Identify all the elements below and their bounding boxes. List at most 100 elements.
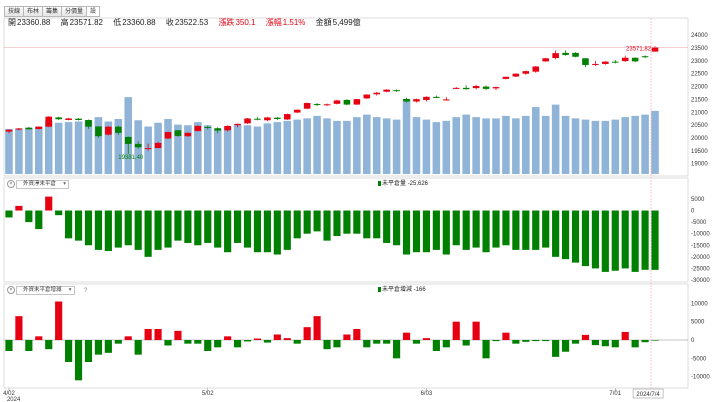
candle-body	[343, 99, 351, 105]
oi-change-bar	[283, 338, 291, 340]
panel3-indicator-select[interactable]: 外資未平倉增減	[16, 286, 75, 295]
volume-bar	[402, 99, 411, 174]
oi-bar	[621, 210, 629, 269]
panel2-indicator-select[interactable]: 外資淨未平倉	[16, 180, 70, 189]
oi-change-bar	[224, 336, 232, 340]
oi-bar	[432, 210, 440, 250]
low-value: 23360.88	[122, 18, 156, 27]
open-label: 開	[8, 18, 16, 27]
candle-body	[105, 126, 112, 135]
candle-body	[413, 99, 420, 102]
panel1-ytick-label: 22000	[691, 85, 708, 91]
panel1-ytick-label: 21000	[691, 110, 708, 116]
volume-bar	[313, 115, 321, 174]
panel3-legend-swatch	[378, 287, 381, 292]
oi-bar	[492, 210, 500, 248]
tab-tech[interactable]: 技線	[4, 6, 24, 17]
candle-body	[433, 96, 440, 98]
volume-bar	[581, 119, 590, 174]
candle-body	[35, 126, 43, 129]
oi-change-bar	[25, 340, 33, 351]
candle-body	[363, 94, 371, 99]
panel3-ytick-label: -5000	[691, 356, 707, 362]
oi-bar	[611, 210, 619, 271]
volume-bar	[621, 117, 629, 174]
volume-bar	[492, 118, 500, 174]
tab-settings[interactable]: 設	[86, 6, 101, 17]
volume-bar	[233, 124, 242, 174]
volume-bar	[462, 114, 470, 174]
tab-price-volume[interactable]: 分價量	[61, 6, 87, 17]
oi-bar	[323, 210, 331, 241]
oi-change-bar	[263, 340, 271, 343]
oi-change-bar	[472, 321, 480, 340]
oi-bar	[571, 210, 580, 263]
oi-change-bar	[343, 334, 351, 340]
oi-bar	[333, 210, 341, 236]
candle-body	[482, 86, 490, 89]
oi-change-bar	[65, 340, 73, 362]
oi-change-bar	[293, 340, 301, 344]
volume-bar	[84, 120, 93, 174]
panel2-ytick-label: 5000	[691, 197, 705, 203]
candle-body	[75, 118, 82, 120]
candle-body	[5, 129, 13, 132]
candle-body	[134, 143, 142, 148]
oi-bar	[641, 210, 649, 270]
oi-change-bar	[74, 340, 83, 381]
panel1-ytick-label: 20500	[691, 123, 708, 129]
oi-bar	[343, 210, 351, 234]
panel2-ytick-label: 0	[691, 209, 695, 215]
oi-bar	[651, 210, 659, 270]
volume-bar	[35, 126, 43, 174]
candle-body	[512, 73, 520, 77]
oi-change-bar	[651, 340, 659, 341]
oi-change-bar	[631, 340, 639, 348]
candle-body	[144, 148, 152, 150]
amount-label: 金額	[315, 18, 332, 27]
candle-body	[532, 66, 540, 72]
oi-bar	[353, 210, 361, 234]
volume-bar	[631, 115, 639, 174]
volume-bar	[54, 122, 63, 174]
candle-body	[45, 116, 53, 127]
volume-bar	[512, 118, 520, 174]
oi-change-bar	[204, 340, 212, 351]
oi-change-bar	[124, 336, 132, 340]
volume-bar	[611, 119, 620, 174]
candle-body	[333, 100, 341, 104]
panel2-close-icon[interactable]: ×	[7, 180, 15, 188]
panel1-ytick-label: 20000	[691, 136, 708, 142]
oi-change-bar	[35, 336, 43, 340]
oi-change-bar	[333, 340, 341, 348]
volume-bar	[253, 126, 262, 174]
oi-bar	[164, 210, 172, 248]
panel2-ytick-label: -5000	[691, 220, 707, 226]
oi-change-bar	[45, 340, 53, 350]
volume-bar	[531, 107, 540, 174]
oi-change-bar	[412, 340, 421, 344]
volume-bar	[541, 115, 550, 174]
oi-change-bar	[253, 338, 262, 340]
oi-bar	[373, 210, 381, 239]
candle-body	[403, 98, 410, 102]
panel3-help-icon[interactable]: ?	[84, 288, 88, 294]
oi-bar	[283, 210, 291, 250]
tab-bollinger[interactable]: 布林	[23, 6, 43, 17]
panel1-frame	[3, 17, 689, 177]
tab-chips[interactable]: 籌集	[42, 6, 62, 17]
volume-bar	[184, 125, 192, 174]
year-label: 2024	[7, 397, 21, 402]
oi-bar	[124, 210, 132, 246]
volume-bar	[64, 122, 73, 174]
candle-body	[582, 58, 589, 65]
oi-bar	[591, 210, 599, 269]
panel3-close-icon[interactable]: ×	[7, 286, 15, 294]
candle-body	[194, 125, 202, 132]
volume-bar	[412, 117, 421, 174]
oi-bar	[442, 210, 450, 255]
oi-bar	[45, 196, 53, 211]
high-value: 23571.82	[69, 18, 103, 27]
oi-bar	[253, 210, 262, 253]
oi-bar	[502, 210, 510, 246]
